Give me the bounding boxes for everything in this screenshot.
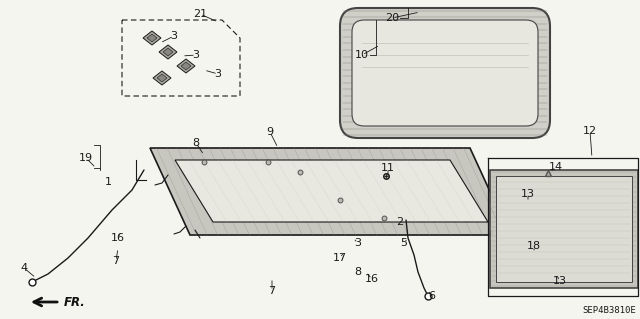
Text: 9: 9 — [266, 127, 273, 137]
FancyBboxPatch shape — [352, 20, 538, 126]
Polygon shape — [147, 34, 157, 42]
Polygon shape — [150, 148, 510, 235]
Text: 11: 11 — [381, 163, 395, 173]
Polygon shape — [175, 160, 488, 222]
Polygon shape — [181, 62, 191, 70]
Text: FR.: FR. — [64, 295, 86, 308]
Text: 20: 20 — [385, 13, 399, 23]
Text: 5: 5 — [401, 238, 408, 248]
Text: 7: 7 — [268, 286, 276, 296]
Text: 17: 17 — [333, 253, 347, 263]
Text: 6: 6 — [429, 291, 435, 301]
Text: 7: 7 — [113, 256, 120, 266]
Text: 1: 1 — [104, 177, 111, 187]
Polygon shape — [163, 48, 173, 56]
Text: 14: 14 — [549, 162, 563, 172]
Text: 16: 16 — [111, 233, 125, 243]
Text: 13: 13 — [521, 189, 535, 199]
Text: 2: 2 — [396, 217, 404, 227]
Text: 3: 3 — [193, 50, 200, 60]
Text: 3: 3 — [355, 238, 362, 248]
Text: 3: 3 — [170, 31, 177, 41]
Text: 8: 8 — [355, 267, 362, 277]
Polygon shape — [177, 59, 195, 73]
Bar — [490, 170, 638, 288]
Polygon shape — [159, 45, 177, 59]
Text: 16: 16 — [365, 274, 379, 284]
Text: SEP4B3810E: SEP4B3810E — [582, 306, 636, 315]
Text: 13: 13 — [553, 276, 567, 286]
Text: 4: 4 — [20, 263, 28, 273]
Text: 10: 10 — [355, 50, 369, 60]
Text: 3: 3 — [214, 69, 221, 79]
Polygon shape — [153, 71, 171, 85]
Polygon shape — [143, 31, 161, 45]
Bar — [496, 176, 632, 282]
Text: 21: 21 — [193, 9, 207, 19]
Text: 18: 18 — [527, 241, 541, 251]
Polygon shape — [157, 74, 167, 82]
FancyBboxPatch shape — [340, 8, 550, 138]
Text: 19: 19 — [79, 153, 93, 163]
Text: 8: 8 — [193, 138, 200, 148]
Text: 12: 12 — [583, 126, 597, 136]
